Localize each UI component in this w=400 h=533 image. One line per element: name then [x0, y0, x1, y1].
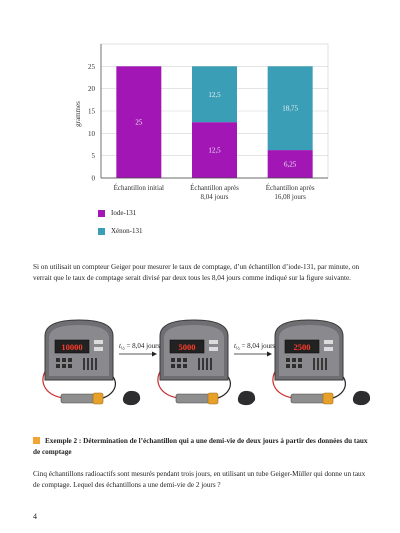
y-tick-label: 10 — [88, 130, 96, 138]
chart-axes: 0 5 10 15 20 25 Échantillon initial Échantillon… — [88, 44, 328, 201]
chart-bars: 25 12,5 12,5 6,25 18,75 — [116, 66, 313, 178]
keypad-button — [286, 358, 290, 362]
legend-label-iode: Iode-131 — [111, 209, 137, 217]
keypad-button — [177, 364, 181, 368]
x-tick-label: 8,04 jours — [201, 193, 229, 201]
keypad-button — [183, 364, 187, 368]
keypad-button — [68, 358, 72, 362]
keypad-button — [298, 364, 302, 368]
page-number: 4 — [33, 512, 37, 521]
geiger-counter: 5000 — [157, 319, 256, 406]
y-tick-label: 25 — [88, 63, 96, 71]
keypad-button — [56, 364, 60, 368]
y-tick-label: 15 — [88, 108, 96, 116]
half-life-arrow: t½ = 8,04 jours — [234, 342, 275, 357]
x-tick-label: 16,08 jours — [274, 193, 306, 201]
keypad-button — [171, 358, 175, 362]
data-label: 12,5 — [208, 91, 221, 99]
example-heading-text: Exemple 2 : Détermination de l’échantill… — [33, 437, 368, 456]
switch — [209, 347, 218, 351]
legend-swatch-iode — [98, 209, 105, 217]
geiger-counter: 2500 — [272, 319, 370, 406]
keypad-button — [298, 358, 302, 362]
x-tick-label: Échantillon après — [190, 184, 239, 192]
orange-bullet-icon — [33, 437, 40, 444]
keypad-button — [292, 358, 296, 362]
counter-display — [54, 339, 90, 354]
counter-display — [169, 339, 205, 354]
keypad-button — [56, 358, 60, 362]
keypad-button — [286, 364, 290, 368]
keypad-button — [62, 358, 66, 362]
bar-chart: 25 12,5 12,5 6,25 18,75 0 5 10 15 20 25 Échantillo… — [74, 43, 329, 201]
data-label: 25 — [135, 119, 143, 127]
counter-reading: 5000 — [179, 342, 196, 352]
keypad-button — [62, 364, 66, 368]
switch — [324, 347, 333, 351]
y-tick-label: 0 — [92, 175, 96, 183]
counter-reading: 2500 — [294, 342, 311, 352]
x-tick-label: Échantillon après — [266, 184, 315, 192]
bar-iode — [116, 66, 162, 178]
y-tick-label: 5 — [92, 152, 96, 160]
radioactive-sample — [352, 390, 370, 406]
data-label: 12,5 — [208, 147, 221, 155]
legend-label-xenon: Xénon-131 — [111, 227, 143, 235]
legend-item-iode: Iode-131 — [98, 209, 136, 217]
arrow-head — [267, 351, 272, 357]
bar-xenon — [267, 66, 313, 151]
keypad-button — [171, 364, 175, 368]
keypad-button — [183, 358, 187, 362]
half-life-label: t½ = 8,04 jours — [119, 342, 160, 352]
tube-window — [322, 392, 334, 405]
data-label: 6,25 — [284, 161, 297, 169]
example-heading: Exemple 2 : Détermination de l’échantill… — [33, 436, 369, 458]
legend-swatch-xenon — [98, 227, 105, 235]
half-life-arrow: t½ = 8,04 jours — [119, 342, 160, 357]
counter-reading: 10000 — [61, 342, 82, 352]
data-label: 18,75 — [282, 105, 298, 113]
y-axis-label: grammes — [74, 101, 82, 127]
switch — [324, 340, 333, 344]
tube-window — [92, 392, 104, 405]
radioactive-sample — [237, 390, 256, 406]
bar-xenon — [192, 66, 237, 123]
geiger-counter: 10000 — [42, 319, 141, 406]
switch — [209, 340, 218, 344]
bar-iode — [192, 122, 237, 178]
y-tick-label: 20 — [88, 85, 96, 93]
half-life-label: t½ = 8,04 jours — [234, 342, 275, 352]
counter-display — [284, 339, 320, 354]
paragraph-geiger: Si on utilisait un compteur Geiger pour … — [33, 263, 360, 282]
legend-item-xenon: Xénon-131 — [98, 227, 143, 235]
geiger-counter-figure: 10000 5000 2500 t½ = 8,04 jours t½ = 8,04 jo… — [42, 319, 370, 406]
x-tick-label: Échantillon initial — [114, 184, 164, 192]
bar-iode — [267, 150, 313, 178]
switch — [94, 347, 103, 351]
switch — [94, 340, 103, 344]
arrow-head — [152, 351, 157, 357]
keypad-button — [177, 358, 181, 362]
tube-window — [207, 392, 219, 405]
keypad-button — [68, 364, 72, 368]
radioactive-sample — [122, 390, 141, 406]
keypad-button — [292, 364, 296, 368]
paragraph-question: Cinq échantillons radioactifs sont mesur… — [33, 470, 366, 489]
